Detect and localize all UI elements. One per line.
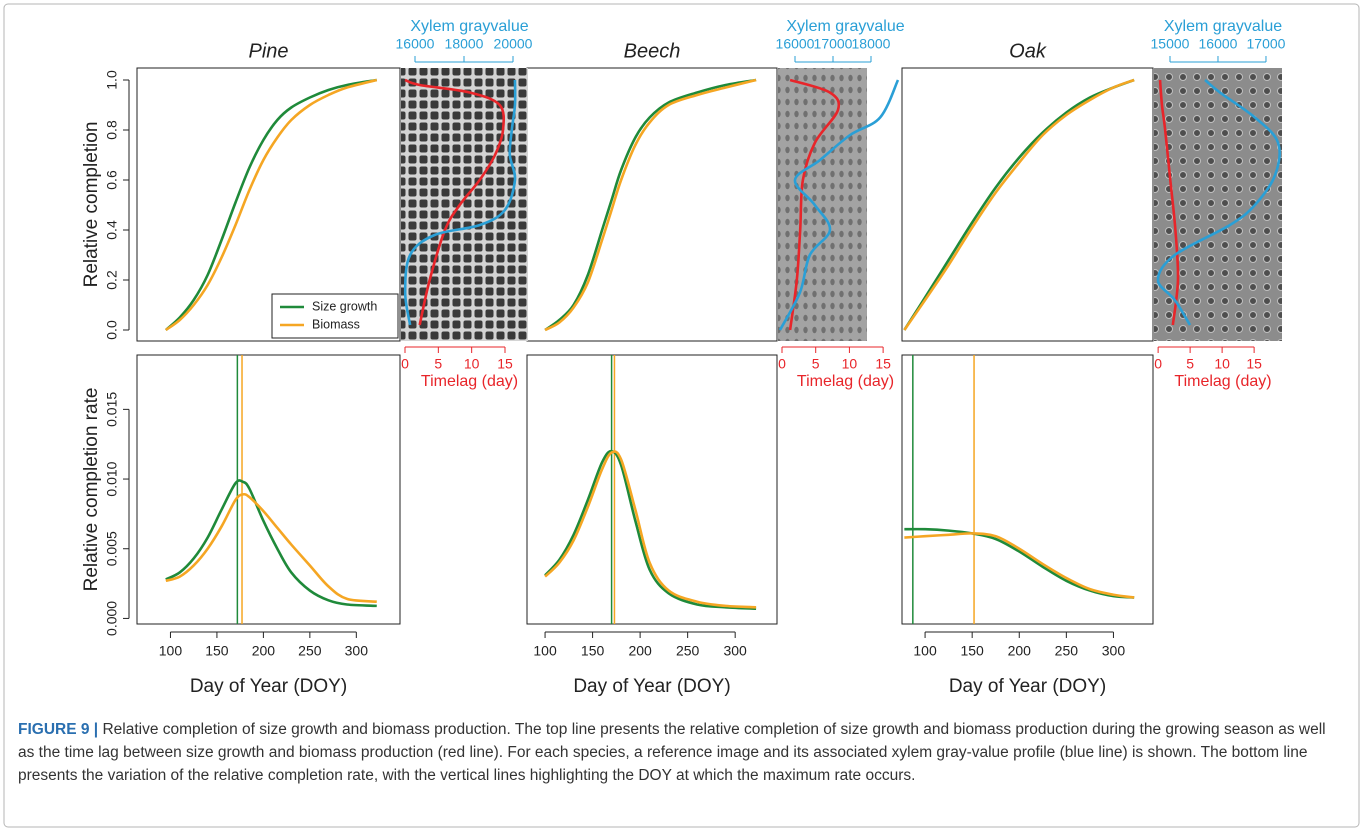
y-tick-label: 1.0 [104, 70, 120, 90]
x2-tick-label: 16000 [776, 36, 815, 52]
plot-frame [136, 67, 401, 342]
series-line [904, 532, 1135, 599]
x-tick-label: 0 [401, 356, 409, 372]
y-tick-label: 0.010 [104, 461, 120, 496]
x-tick-label: 200 [252, 643, 276, 659]
x-tick-label: 10 [1214, 356, 1230, 372]
x2-tick-label: 15000 [1151, 36, 1190, 52]
y-tick-label: 0.8 [104, 120, 120, 140]
x-tick-label: 15 [875, 356, 891, 372]
x-axis-label: Timelag (day) [797, 373, 894, 390]
panel-title: Pine [248, 40, 288, 62]
y-tick-label: 0.015 [104, 392, 120, 427]
panel-title: Beech [624, 40, 681, 62]
y-tick-label: 0.000 [104, 601, 120, 636]
x-tick-label: 300 [345, 643, 369, 659]
profile-line [404, 78, 506, 326]
series-line [165, 492, 377, 603]
series-line [164, 78, 377, 331]
series-line [904, 527, 1135, 599]
x2-tick-label: 16000 [1199, 36, 1238, 52]
x-tick-label: 250 [298, 643, 322, 659]
x2-tick-label: 16000 [396, 36, 435, 52]
series-line [165, 479, 377, 608]
x-axis-label: Day of Year (DOY) [190, 676, 347, 697]
plot-frame [901, 354, 1154, 625]
y-tick-label: 0.6 [104, 170, 120, 190]
figure-border [3, 3, 1360, 828]
x-axis-label: Day of Year (DOY) [949, 676, 1106, 697]
x-tick-label: 150 [960, 643, 984, 659]
plot-frame [136, 354, 401, 625]
x-tick-label: 5 [812, 356, 820, 372]
x-tick-label: 250 [676, 643, 700, 659]
x2-tick-label: 18000 [852, 36, 891, 52]
series-line [544, 78, 757, 332]
x-tick-label: 200 [628, 643, 652, 659]
profile-line [403, 79, 517, 326]
x-tick-label: 150 [581, 643, 605, 659]
x2-tick-label: 17000 [1247, 36, 1286, 52]
x2-tick-label: 17000 [814, 36, 853, 52]
x-tick-label: 200 [1008, 643, 1032, 659]
x-tick-label: 100 [533, 643, 557, 659]
caption: FIGURE 9 | Relative completion of size g… [18, 718, 1343, 787]
caption-label: FIGURE 9 | [18, 721, 99, 738]
wood-image [778, 68, 867, 341]
x-tick-label: 0 [1154, 356, 1162, 372]
series-line [903, 78, 1135, 331]
x-tick-label: 10 [842, 356, 858, 372]
wood-image [1154, 68, 1282, 341]
x-tick-label: 150 [205, 643, 229, 659]
x2-axis-label: Xylem grayvalue [1164, 18, 1282, 35]
wood-image [401, 68, 528, 341]
series-line [165, 78, 378, 332]
x-tick-label: 100 [159, 643, 183, 659]
profile-line [778, 79, 900, 331]
plot-frame [901, 67, 1154, 342]
profile-line [1156, 79, 1281, 326]
x-axis-label: Day of Year (DOY) [573, 676, 730, 697]
y-tick-label: 0.4 [104, 220, 120, 240]
x-tick-label: 300 [1102, 643, 1126, 659]
y-tick-label: 0.0 [104, 320, 120, 340]
x2-tick-label: 20000 [494, 36, 533, 52]
y-tick-label: 0.2 [104, 270, 120, 290]
plot-frame [526, 354, 778, 625]
series-line [544, 450, 757, 609]
x-tick-label: 15 [1246, 356, 1262, 372]
x-tick-label: 5 [434, 356, 442, 372]
x-axis-label: Timelag (day) [421, 373, 518, 390]
series-line [544, 449, 757, 610]
x-tick-label: 10 [464, 356, 480, 372]
x2-axis-label: Xylem grayvalue [786, 18, 904, 35]
panel-title: Oak [1009, 40, 1047, 62]
y-axis-label: Relative completion rate [81, 388, 102, 592]
legend-label: Biomass [312, 317, 360, 331]
x-tick-label: 300 [723, 643, 747, 659]
x-tick-label: 0 [778, 356, 786, 372]
x-axis-label: Timelag (day) [1174, 373, 1271, 390]
y-tick-label: 0.005 [104, 531, 120, 566]
x-tick-label: 250 [1055, 643, 1079, 659]
plot-frame [526, 67, 778, 342]
legend-box [271, 293, 399, 339]
x-tick-label: 5 [1186, 356, 1194, 372]
profile-line [788, 78, 841, 331]
profile-line [1158, 79, 1180, 326]
legend-label: Size growth [312, 299, 377, 313]
x-tick-label: 100 [913, 643, 937, 659]
series-line [903, 78, 1135, 331]
x2-tick-label: 18000 [445, 36, 484, 52]
y-axis-label: Relative completion [81, 122, 102, 288]
x2-axis-label: Xylem grayvalue [410, 18, 528, 35]
x-tick-label: 15 [497, 356, 513, 372]
series-line [544, 78, 757, 332]
caption-text: Relative completion of size growth and b… [18, 721, 1326, 784]
